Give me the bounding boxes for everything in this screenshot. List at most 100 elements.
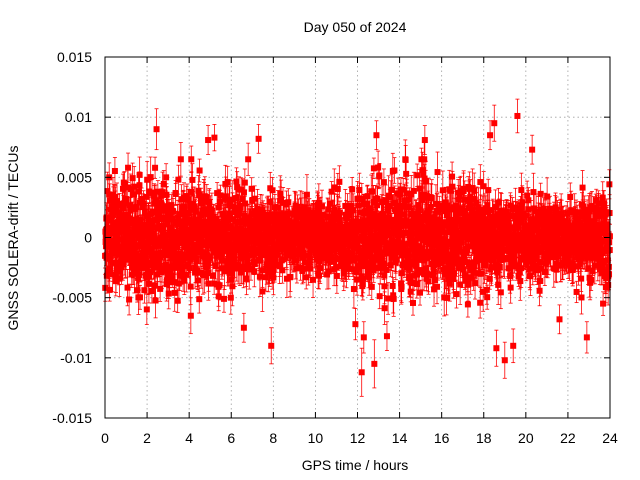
point-marker	[194, 267, 201, 274]
point-marker	[106, 191, 113, 198]
point-marker	[196, 192, 203, 199]
point-marker	[112, 250, 119, 257]
point-marker	[215, 293, 222, 300]
point-marker	[119, 222, 126, 229]
point-marker	[116, 275, 123, 282]
data-point	[177, 142, 184, 177]
point-marker	[181, 277, 188, 284]
point-marker	[245, 156, 252, 163]
point-marker	[107, 253, 114, 260]
point-marker	[143, 306, 150, 313]
point-marker	[195, 277, 202, 284]
point-marker	[152, 217, 159, 224]
data-point	[196, 158, 203, 183]
point-marker	[183, 193, 190, 200]
point-marker	[269, 187, 276, 194]
point-marker	[120, 218, 127, 225]
point-marker	[114, 228, 121, 235]
point-marker	[251, 268, 258, 275]
point-marker	[133, 242, 140, 249]
point-marker	[170, 208, 177, 215]
point-marker	[125, 164, 132, 171]
point-marker	[106, 286, 113, 293]
point-marker	[131, 183, 138, 190]
point-marker	[113, 207, 120, 214]
point-marker	[115, 236, 122, 243]
point-marker	[158, 222, 165, 229]
point-marker	[196, 167, 203, 174]
point-marker	[104, 188, 111, 195]
point-marker	[164, 220, 171, 227]
point-marker	[124, 184, 131, 191]
point-marker	[116, 248, 123, 255]
point-marker	[152, 243, 159, 250]
data-point	[175, 164, 182, 195]
point-marker	[148, 225, 155, 232]
point-marker	[172, 190, 179, 197]
point-marker	[185, 210, 192, 217]
point-marker	[179, 268, 186, 275]
point-marker	[152, 164, 159, 171]
point-marker	[148, 287, 155, 294]
point-marker	[220, 295, 227, 302]
point-marker	[227, 294, 234, 301]
point-marker	[259, 267, 266, 274]
point-marker	[127, 186, 134, 193]
point-marker	[126, 296, 133, 303]
point-marker	[187, 256, 194, 263]
point-marker	[176, 229, 183, 236]
point-marker	[135, 271, 142, 278]
data-point	[125, 152, 132, 183]
point-marker	[103, 272, 110, 279]
point-marker	[119, 261, 126, 268]
point-marker	[135, 188, 142, 195]
point-marker	[139, 203, 146, 210]
point-marker	[159, 189, 166, 196]
point-marker	[176, 272, 183, 279]
point-marker	[180, 273, 187, 280]
point-marker	[127, 202, 134, 209]
data-point	[111, 157, 118, 185]
point-marker	[103, 214, 110, 221]
data-point	[136, 156, 143, 194]
point-marker	[160, 180, 167, 187]
point-marker	[111, 168, 118, 175]
point-marker	[187, 283, 194, 290]
point-marker	[135, 275, 142, 282]
point-marker	[177, 211, 184, 218]
point-marker	[144, 176, 151, 183]
data-point	[187, 297, 194, 335]
point-marker	[154, 271, 161, 278]
point-marker	[168, 202, 175, 209]
point-marker	[209, 272, 216, 279]
point-marker	[108, 216, 115, 223]
point-marker	[141, 208, 148, 215]
point-marker	[140, 264, 147, 271]
point-marker	[115, 268, 122, 275]
point-marker	[224, 179, 231, 186]
point-marker	[161, 233, 168, 240]
point-marker	[243, 275, 250, 282]
point-marker	[248, 185, 255, 192]
point-marker	[138, 195, 145, 202]
point-marker	[171, 279, 178, 286]
point-marker	[201, 272, 208, 279]
point-marker	[195, 187, 202, 194]
point-marker	[145, 280, 152, 287]
point-marker	[165, 278, 172, 285]
point-marker	[121, 180, 128, 187]
point-marker	[196, 296, 203, 303]
point-marker	[169, 216, 176, 223]
point-marker	[165, 205, 172, 212]
point-marker	[216, 282, 223, 289]
point-marker	[114, 198, 121, 205]
data-point	[152, 282, 159, 319]
point-marker	[123, 196, 130, 203]
point-marker	[144, 213, 151, 220]
point-marker	[146, 268, 153, 275]
point-marker	[193, 258, 200, 265]
point-marker	[158, 201, 165, 208]
point-marker	[200, 198, 207, 205]
point-marker	[136, 294, 143, 301]
